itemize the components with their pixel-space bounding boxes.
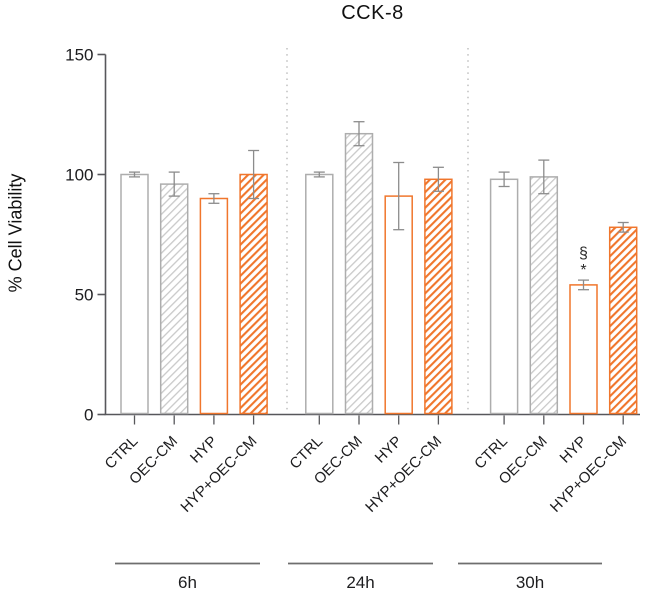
x-tick-label-24h-HYP: HYP	[372, 433, 406, 467]
bar-6h-HYP	[199, 197, 229, 415]
significance-annotation: §	[579, 245, 588, 262]
x-tick-label-6h-HYP: HYP	[187, 433, 221, 467]
bar-24h-OEC-CM	[344, 132, 374, 415]
bar-30h-OEC-CM	[529, 176, 559, 415]
x-tick-label-30h-HYP: HYP	[556, 433, 590, 467]
bar-24h-HYP	[384, 195, 413, 415]
group-label-24h: 24h	[346, 573, 374, 592]
bar-30h-CTRL	[489, 178, 519, 415]
bar-6h-CTRL	[120, 173, 149, 415]
bar-30h-HYP+OEC-CM	[608, 226, 638, 415]
y-tick-label-150: 150	[65, 46, 93, 65]
bar-24h-CTRL	[305, 173, 334, 415]
y-tick-label-100: 100	[65, 166, 93, 185]
bar-6h-OEC-CM	[159, 183, 189, 415]
bar-30h-HYP	[569, 284, 598, 415]
y-tick-label-50: 50	[75, 286, 94, 305]
significance-annotation: *	[580, 262, 586, 279]
group-label-30h: 30h	[516, 573, 544, 592]
bar-6h-HYP+OEC-CM	[239, 173, 268, 415]
group-label-6h: 6h	[178, 573, 197, 592]
bar-24h-HYP+OEC-CM	[424, 178, 453, 415]
chart-title: CCK-8	[341, 2, 404, 24]
y-tick-label-0: 0	[84, 406, 93, 425]
